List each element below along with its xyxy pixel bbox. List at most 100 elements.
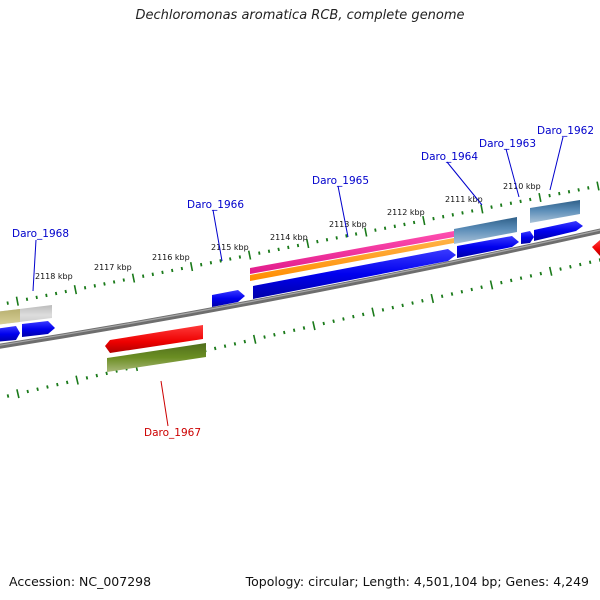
major-tick — [371, 307, 375, 317]
major-tick — [422, 215, 426, 226]
minor-tick — [403, 222, 406, 227]
tick-label: 2110 kbp — [503, 182, 541, 191]
gene-label[interactable]: Daro_1964 — [421, 151, 478, 163]
minor-tick — [393, 224, 396, 229]
minor-tick — [83, 286, 87, 290]
forward-scale-ruler — [6, 181, 600, 306]
minor-tick — [440, 294, 444, 298]
major-tick — [364, 227, 368, 237]
minor-tick — [442, 214, 445, 219]
gene-label[interactable]: Daro_1966 — [187, 199, 244, 211]
minor-tick — [302, 326, 306, 330]
minor-tick — [267, 249, 271, 253]
cds-arrow[interactable] — [521, 231, 534, 244]
minor-tick — [432, 216, 435, 221]
minor-tick — [65, 380, 69, 385]
minor-tick — [56, 382, 59, 387]
minor-tick — [519, 199, 522, 204]
minor-tick — [539, 271, 543, 276]
minor-tick — [103, 282, 106, 286]
minor-tick — [500, 280, 503, 285]
tick-label: 2116 kbp — [152, 253, 190, 262]
minor-tick — [93, 284, 96, 288]
minor-tick — [421, 298, 424, 303]
minor-tick — [46, 385, 49, 389]
minor-tick — [233, 342, 237, 346]
gene-labels: Daro_1968 Daro_1966 Daro_1965 Daro_1964 … — [12, 125, 594, 439]
minor-tick — [105, 371, 108, 376]
cds-arrow[interactable] — [22, 321, 55, 337]
major-tick — [131, 273, 136, 283]
minor-tick — [480, 285, 483, 290]
minor-tick — [509, 201, 513, 205]
minor-tick — [209, 261, 213, 265]
minor-tick — [258, 251, 261, 255]
minor-tick — [161, 270, 164, 275]
minor-tick — [558, 191, 561, 196]
minor-tick — [64, 289, 67, 294]
minor-tick — [296, 243, 300, 248]
major-tick — [16, 389, 20, 399]
major-tick — [480, 204, 484, 214]
gene-feature[interactable] — [454, 217, 517, 244]
accession-text: Accession: NC_007298 — [9, 574, 152, 589]
minor-tick — [471, 209, 474, 213]
gene-label[interactable]: Daro_1968 — [12, 228, 69, 240]
major-tick — [489, 280, 494, 290]
cds-arrow[interactable] — [212, 290, 245, 307]
minor-tick — [112, 280, 116, 284]
minor-tick — [559, 267, 562, 271]
cds-arrow[interactable] — [457, 236, 519, 258]
major-tick — [306, 239, 310, 249]
minor-tick — [277, 247, 280, 252]
gene-feature[interactable] — [105, 325, 203, 353]
minor-tick — [548, 193, 551, 198]
genome-title: Dechloromonas aromatica RCB, complete ge… — [135, 8, 465, 23]
minor-tick — [180, 266, 184, 271]
minor-tick — [577, 188, 580, 192]
tick-label: 2115 kbp — [211, 243, 249, 252]
tick-label: 2114 kbp — [270, 233, 308, 242]
minor-tick — [6, 301, 9, 305]
tick-label: 2113 kbp — [329, 220, 367, 229]
minor-tick — [500, 203, 503, 207]
minor-tick — [151, 272, 154, 277]
minor-tick — [411, 301, 414, 305]
major-tick — [430, 293, 435, 304]
major-tick — [73, 285, 78, 295]
gene-feature-orange[interactable] — [250, 238, 454, 281]
gene-label[interactable]: Daro_1967 — [144, 427, 201, 439]
minor-tick — [238, 255, 242, 259]
minor-tick — [45, 293, 48, 298]
gene-label[interactable]: Daro_1963 — [479, 138, 536, 150]
cds-arrow[interactable] — [253, 249, 456, 299]
gene-label[interactable]: Daro_1965 — [312, 175, 369, 187]
minor-tick — [401, 303, 404, 308]
gene-feature-pink[interactable] — [250, 231, 454, 274]
minor-tick — [352, 314, 355, 319]
minor-tick — [122, 278, 125, 282]
minor-tick — [316, 239, 319, 244]
minor-tick — [263, 335, 266, 339]
minor-tick — [588, 260, 592, 264]
minor-tick — [219, 259, 222, 263]
tick-label: 2118 kbp — [35, 272, 73, 281]
minor-tick — [460, 290, 464, 294]
minor-tick — [26, 389, 29, 394]
gene-feature[interactable] — [107, 343, 206, 372]
minor-tick — [470, 287, 473, 292]
minor-tick — [490, 205, 493, 209]
minor-tick — [509, 278, 513, 283]
cds-arrow[interactable] — [0, 326, 20, 342]
minor-tick — [569, 264, 572, 269]
cds-arrow[interactable] — [534, 221, 583, 241]
minor-tick — [529, 197, 532, 202]
gene-label[interactable]: Daro_1962 — [537, 125, 594, 137]
minor-tick — [587, 186, 590, 190]
gene-feature[interactable] — [530, 200, 580, 223]
minor-tick — [243, 339, 247, 344]
gene-feature[interactable] — [0, 309, 20, 325]
major-tick — [189, 262, 194, 272]
gene-feature[interactable] — [592, 240, 600, 256]
